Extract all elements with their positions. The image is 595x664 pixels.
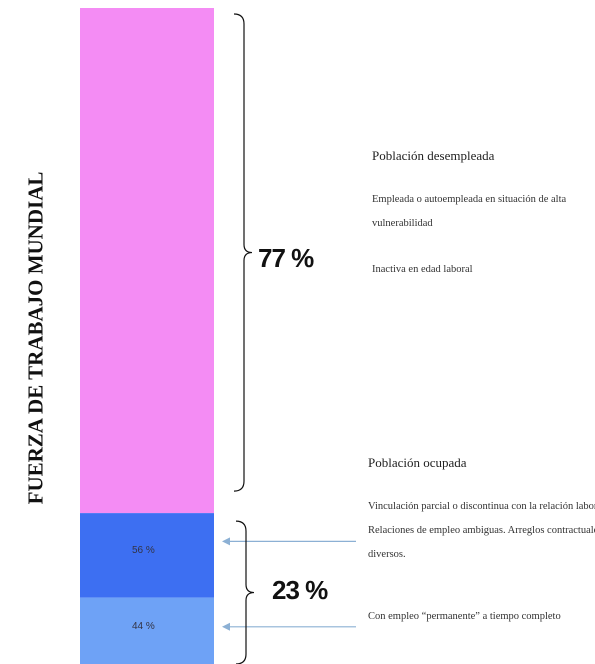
arrow-head: [222, 622, 230, 631]
group-heading: Población desempleada: [372, 148, 495, 163]
arrow-head: [222, 537, 230, 546]
segment-label: 56 %: [132, 545, 155, 557]
segment-label: 44 %: [132, 620, 155, 632]
group-heading: Población ocupada: [368, 455, 467, 471]
group-value-label: 77 %: [258, 242, 314, 273]
y-axis-label: FUERZA DE TRABAJO MUNDIAL: [23, 171, 48, 505]
bracket: [233, 13, 253, 492]
bar-segment: [80, 513, 214, 598]
group-note: Empleada o autoempleada en situación de …: [372, 194, 567, 229]
segment-note: Vinculación parcial o discontinua con la…: [368, 501, 595, 561]
bar-segment: [80, 8, 214, 514]
bar-segment: [80, 597, 214, 664]
group-value-label: 23 %: [272, 574, 328, 605]
bracket: [235, 520, 255, 664]
segment-note: Con empleo “permanente” a tiempo complet…: [368, 610, 561, 622]
group-note: Inactiva en edad laboral: [372, 264, 473, 275]
